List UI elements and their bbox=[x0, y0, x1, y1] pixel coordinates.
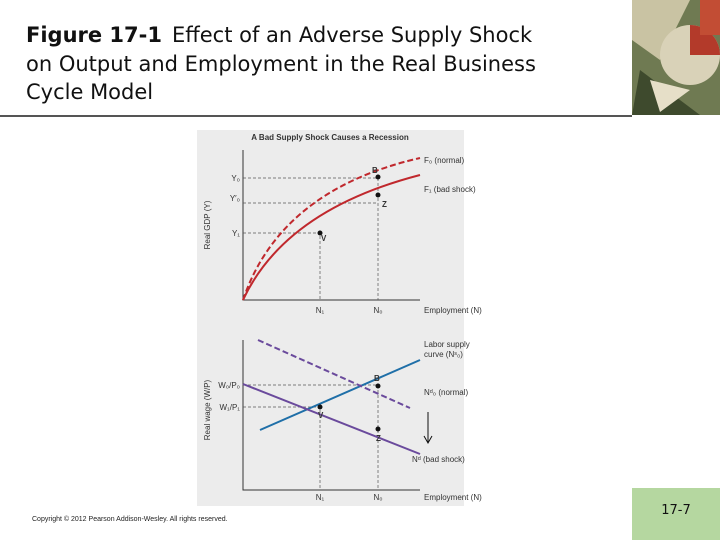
title-line: Figure 17-1 Effect of an Adverse Supply S… bbox=[26, 23, 533, 47]
labor-demand-normal bbox=[257, 339, 411, 409]
x-axis-label: Employment (N) bbox=[424, 306, 482, 315]
y-label: W₁/P₁ bbox=[219, 403, 240, 412]
point bbox=[375, 192, 381, 198]
decor-image bbox=[632, 0, 720, 115]
x-label: N₀ bbox=[373, 306, 382, 315]
title-text: Effect of an Adverse Supply Shock bbox=[172, 23, 533, 47]
curve-label: F₁ (bad shock) bbox=[424, 185, 476, 194]
curve-label: F₀ (normal) bbox=[424, 156, 465, 165]
x-axis-label: Employment (N) bbox=[424, 493, 482, 502]
point-label: B bbox=[374, 374, 380, 383]
y-label: W₀/P₀ bbox=[218, 381, 240, 390]
y-axis-label: Real wage (W/P) bbox=[203, 379, 212, 440]
shift-arrow bbox=[423, 412, 433, 445]
curve-label: curve (Nˢ₀) bbox=[424, 350, 463, 359]
point-label: V bbox=[318, 411, 324, 420]
figure-panel bbox=[197, 130, 464, 506]
curve-label: Labor supply bbox=[424, 340, 470, 349]
title-text: on Output and Employment in the Real Bus… bbox=[26, 52, 536, 76]
point-label: Z bbox=[376, 434, 381, 443]
axes bbox=[242, 340, 420, 491]
point bbox=[317, 404, 323, 410]
labor-supply bbox=[259, 359, 421, 431]
point-label: B bbox=[372, 166, 378, 175]
figure-title: A Bad Supply Shock Causes a Recession bbox=[251, 133, 409, 142]
x-label: N₀ bbox=[373, 493, 382, 502]
page-number: 17-7 bbox=[661, 503, 691, 518]
curve-label: Nᵈ₀ (normal) bbox=[424, 388, 468, 397]
y-label: Y₀ bbox=[231, 174, 240, 183]
point bbox=[375, 174, 381, 180]
y-label: Y₁ bbox=[232, 229, 240, 238]
point bbox=[317, 230, 323, 236]
figure: A Bad Supply Shock Causes a Recession B … bbox=[197, 130, 482, 506]
figure-label: Figure 17-1 bbox=[26, 23, 162, 47]
point-label: V bbox=[321, 234, 327, 243]
point bbox=[375, 426, 381, 432]
y-label: Y′₀ bbox=[230, 194, 240, 203]
title-text: Cycle Model bbox=[26, 80, 153, 104]
x-label: N₁ bbox=[316, 493, 325, 502]
point-label: Z bbox=[382, 200, 387, 209]
curve-f0 bbox=[242, 157, 421, 301]
y-axis-label: Real GDP (Y) bbox=[203, 200, 212, 249]
curve-label: Nᵈ (bad shock) bbox=[412, 455, 465, 464]
point bbox=[375, 383, 381, 389]
x-label: N₁ bbox=[316, 306, 325, 315]
copyright: Copyright © 2012 Pearson Addison-Wesley.… bbox=[32, 515, 228, 523]
labor-demand-shock bbox=[242, 383, 421, 455]
page-number-box bbox=[632, 488, 720, 540]
curve-f1 bbox=[242, 174, 421, 301]
